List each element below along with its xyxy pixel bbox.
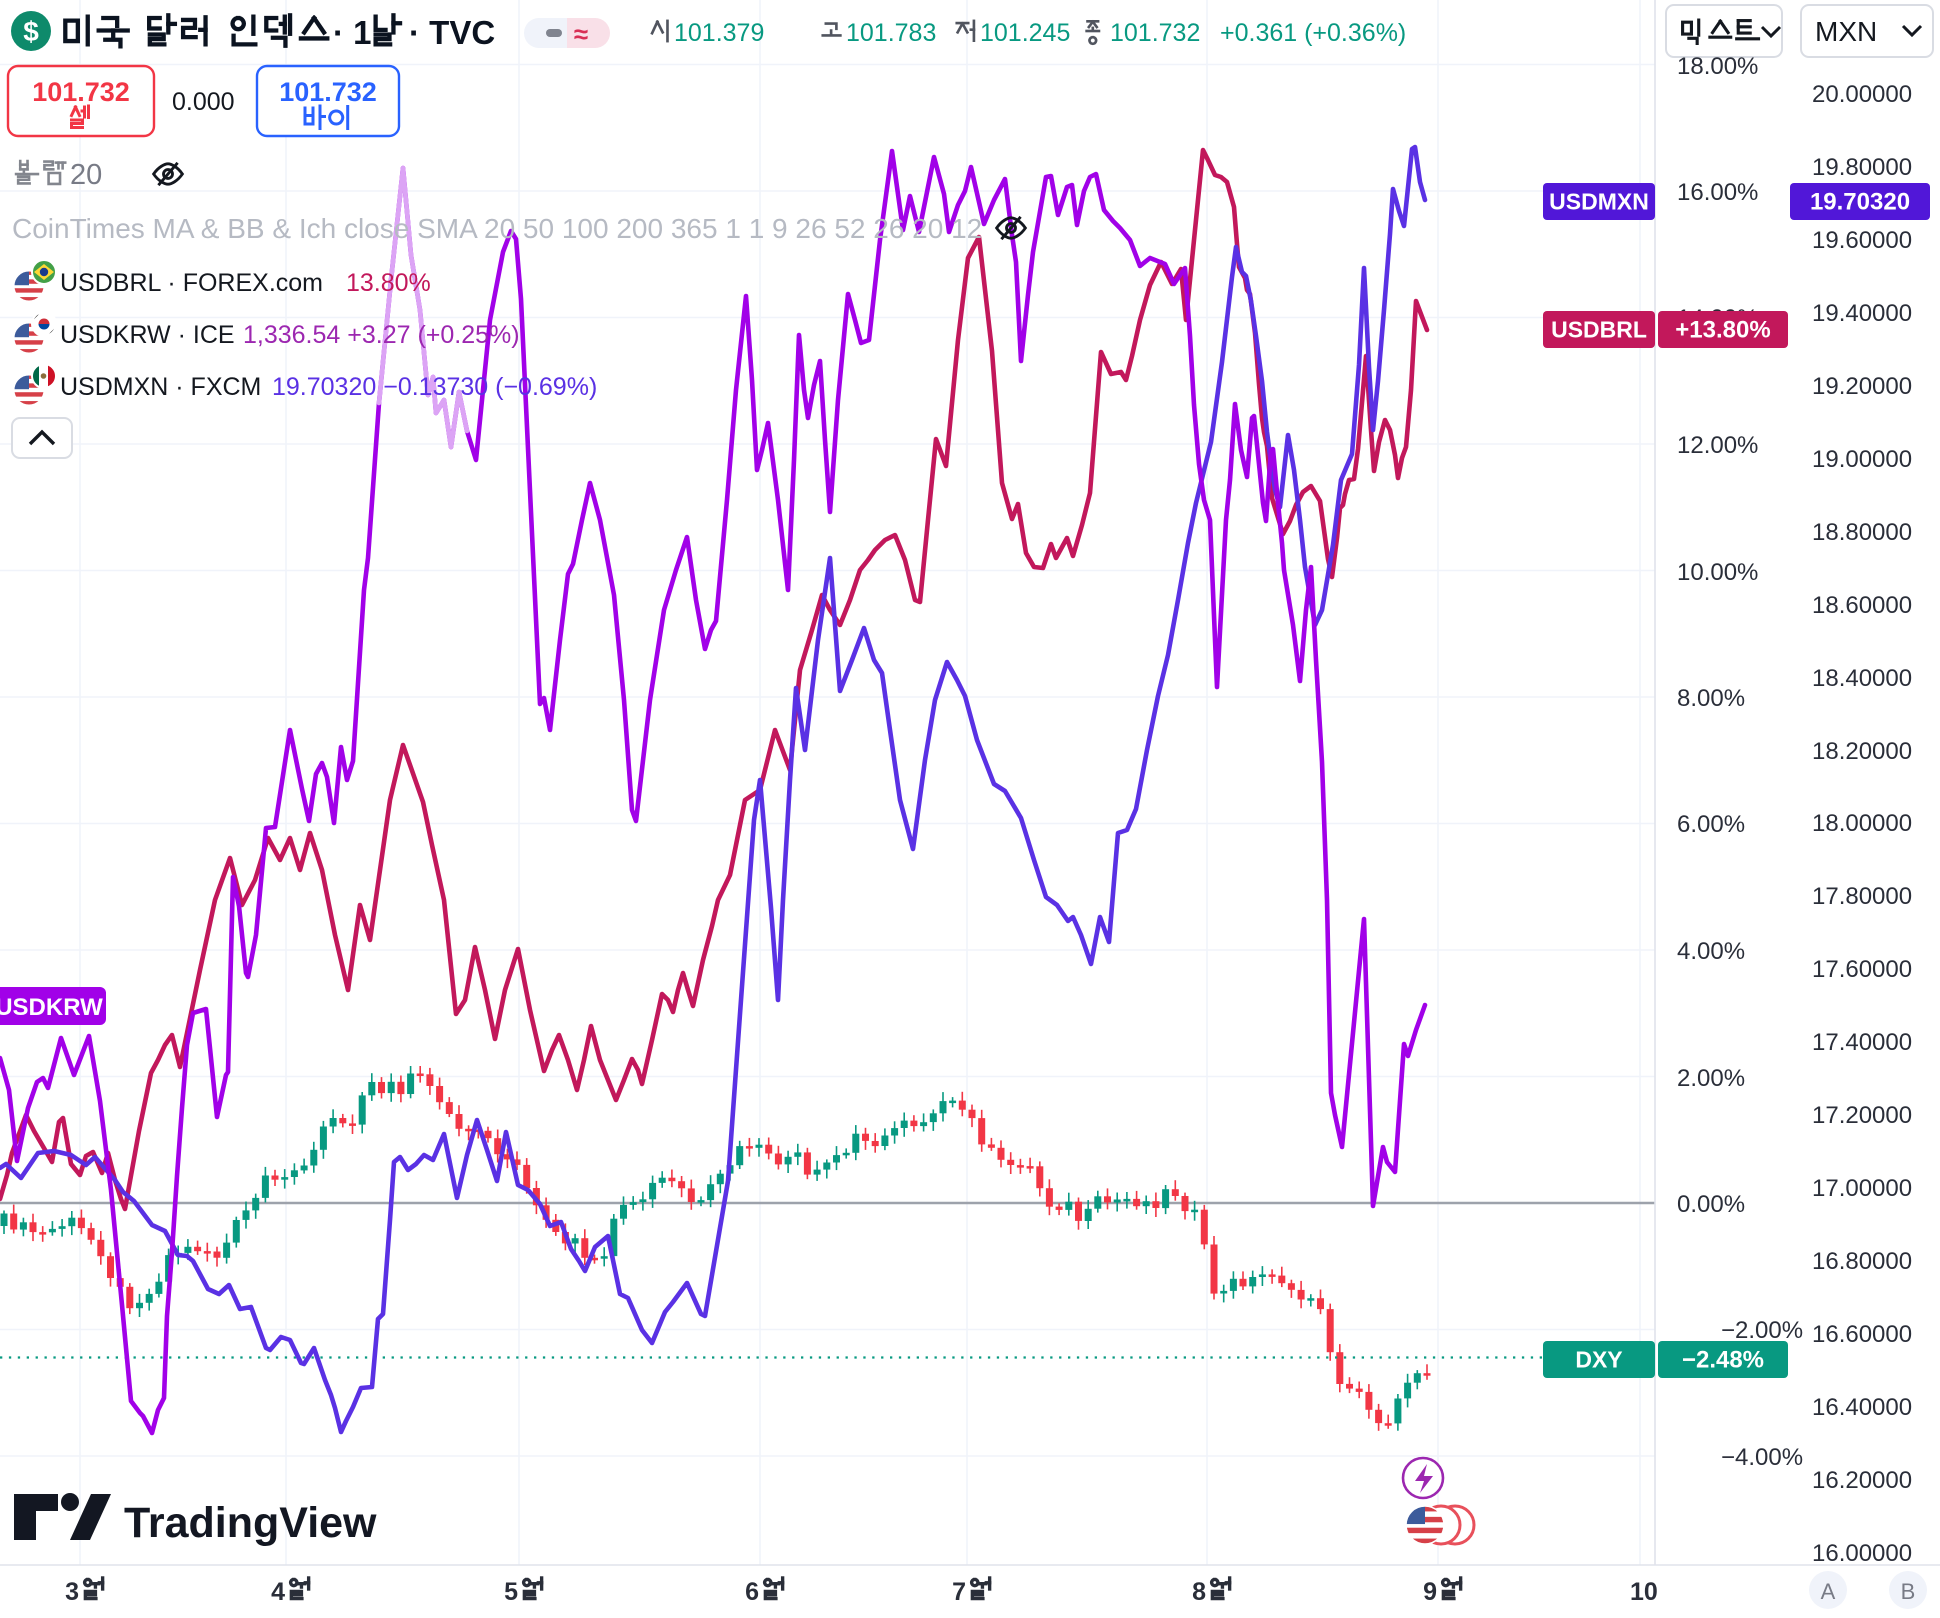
svg-text:4: 4 <box>271 1578 285 1606</box>
svg-text:0.00%: 0.00% <box>1677 1191 1745 1218</box>
svg-text:1,336.54 +3.27 (+0.25%): 1,336.54 +3.27 (+0.25%) <box>243 321 520 349</box>
svg-text:16.60000: 16.60000 <box>1812 1321 1912 1348</box>
svg-text:· TVC: · TVC <box>409 14 495 51</box>
svg-text:DXY: DXY <box>1575 1347 1622 1373</box>
svg-text:+13.80%: +13.80% <box>1675 317 1770 344</box>
svg-text:$: $ <box>23 16 39 47</box>
svg-text:USDBRL · FOREX.com: USDBRL · FOREX.com <box>60 269 323 297</box>
svg-text:+0.361 (+0.36%): +0.361 (+0.36%) <box>1220 19 1406 47</box>
svg-text:A: A <box>1821 1579 1836 1604</box>
svg-text:6.00%: 6.00% <box>1677 811 1745 838</box>
svg-text:16.40000: 16.40000 <box>1812 1394 1912 1421</box>
svg-text:USDMXN · FXCM: USDMXN · FXCM <box>60 373 261 401</box>
svg-text:19.60000: 19.60000 <box>1812 227 1912 254</box>
svg-text:17.80000: 17.80000 <box>1812 883 1912 910</box>
svg-text:7: 7 <box>952 1578 966 1606</box>
svg-text:TradingView: TradingView <box>124 1499 377 1547</box>
svg-text:101.732: 101.732 <box>1110 19 1200 47</box>
svg-text:19.70320: 19.70320 <box>1810 189 1910 216</box>
svg-text:16.80000: 16.80000 <box>1812 1248 1912 1275</box>
svg-text:16.00%: 16.00% <box>1677 179 1758 206</box>
svg-text:USDBRL: USDBRL <box>1551 317 1647 343</box>
svg-text:18.00%: 18.00% <box>1677 53 1758 80</box>
svg-text:18.80000: 18.80000 <box>1812 519 1912 546</box>
svg-text:20: 20 <box>70 159 102 191</box>
svg-text:USDKRW · ICE: USDKRW · ICE <box>60 321 235 349</box>
svg-text:−2.48%: −2.48% <box>1682 1347 1764 1374</box>
svg-text:9: 9 <box>1423 1578 1437 1606</box>
svg-text:101.379: 101.379 <box>674 19 764 47</box>
svg-text:MXN: MXN <box>1815 16 1877 47</box>
svg-text:· 1: · 1 <box>333 14 372 51</box>
svg-text:18.00000: 18.00000 <box>1812 810 1912 837</box>
svg-text:101.783: 101.783 <box>846 19 936 47</box>
svg-text:17.20000: 17.20000 <box>1812 1102 1912 1129</box>
svg-text:10.00%: 10.00% <box>1677 559 1758 586</box>
svg-text:4.00%: 4.00% <box>1677 938 1745 965</box>
svg-text:13.80%: 13.80% <box>346 269 431 297</box>
svg-text:2.00%: 2.00% <box>1677 1065 1745 1092</box>
svg-text:101.732: 101.732 <box>279 77 377 107</box>
svg-text:0.000: 0.000 <box>172 88 235 116</box>
svg-text:USDMXN: USDMXN <box>1549 189 1649 215</box>
svg-text:12.00%: 12.00% <box>1677 432 1758 459</box>
svg-text:CoinTimes MA & BB & Ich close: CoinTimes MA & BB & Ich close SMA 20 50 … <box>12 213 982 244</box>
svg-text:19.70320 −0.13730 (−0.69%): 19.70320 −0.13730 (−0.69%) <box>272 373 597 401</box>
svg-text:101.732: 101.732 <box>32 77 130 107</box>
svg-text:20.00000: 20.00000 <box>1812 81 1912 108</box>
svg-text:USDKRW: USDKRW <box>0 994 103 1021</box>
svg-text:17.00000: 17.00000 <box>1812 1175 1912 1202</box>
svg-text:≈: ≈ <box>574 19 588 49</box>
svg-text:19.00000: 19.00000 <box>1812 446 1912 473</box>
svg-text:6: 6 <box>745 1578 759 1606</box>
svg-text:−4.00%: −4.00% <box>1721 1444 1803 1471</box>
svg-text:B: B <box>1901 1579 1916 1604</box>
svg-text:18.40000: 18.40000 <box>1812 665 1912 692</box>
svg-text:19.40000: 19.40000 <box>1812 300 1912 327</box>
svg-text:3: 3 <box>65 1578 79 1606</box>
svg-text:10: 10 <box>1630 1578 1658 1606</box>
svg-text:16.00000: 16.00000 <box>1812 1540 1912 1567</box>
svg-text:5: 5 <box>504 1578 518 1606</box>
svg-text:17.60000: 17.60000 <box>1812 956 1912 983</box>
svg-text:8: 8 <box>1192 1578 1206 1606</box>
svg-text:19.80000: 19.80000 <box>1812 154 1912 181</box>
svg-text:18.20000: 18.20000 <box>1812 738 1912 765</box>
svg-text:101.245: 101.245 <box>980 19 1070 47</box>
svg-text:16.20000: 16.20000 <box>1812 1467 1912 1494</box>
svg-text:19.20000: 19.20000 <box>1812 373 1912 400</box>
svg-text:18.60000: 18.60000 <box>1812 592 1912 619</box>
svg-text:17.40000: 17.40000 <box>1812 1029 1912 1056</box>
svg-text:−2.00%: −2.00% <box>1721 1317 1803 1344</box>
svg-text:8.00%: 8.00% <box>1677 685 1745 712</box>
